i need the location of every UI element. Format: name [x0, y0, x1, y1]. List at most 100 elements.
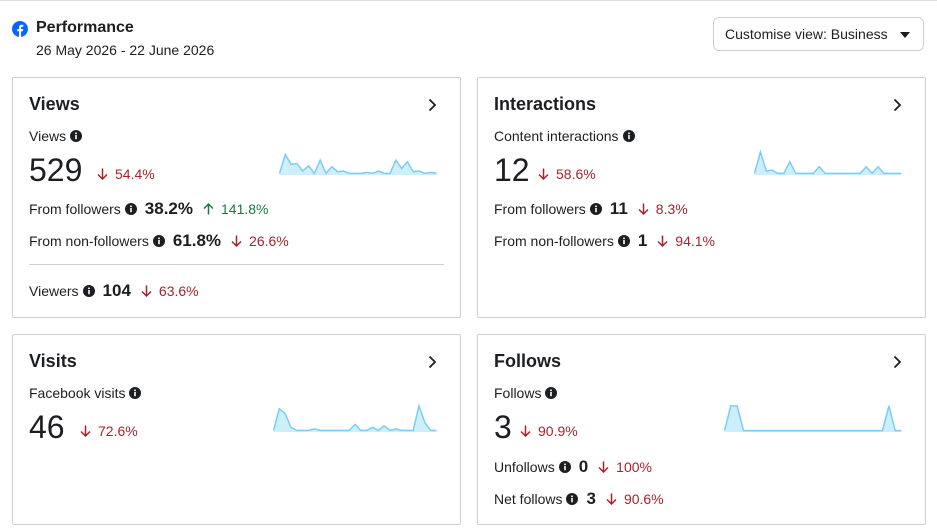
views-from-followers-row: From followers 38.2% 141.8% [29, 199, 268, 219]
visits-card-title: Visits [29, 351, 77, 371]
from-non-followers-label: From non-followers [29, 233, 149, 249]
viewers-change: 63.6% [141, 283, 199, 299]
caret-down-icon [900, 32, 910, 38]
top-divider [0, 0, 937, 1]
sparkline-area [273, 405, 437, 432]
visits-value: 46 [29, 409, 65, 445]
visits-card[interactable]: Visits Facebook visits 46 72.6% [12, 334, 461, 525]
arrow-down-icon [231, 235, 242, 247]
from-non-followers-change-text: 26.6% [249, 233, 289, 249]
from-followers-change: 141.8% [203, 201, 268, 217]
customise-view-dropdown[interactable]: Customise view: Business [713, 17, 924, 51]
info-icon[interactable] [589, 203, 602, 215]
divider [29, 264, 444, 265]
unfollows-row: Unfollows 0 100% [494, 457, 652, 477]
follows-change: 90.9% [520, 423, 578, 439]
info-icon[interactable] [558, 461, 571, 473]
from-non-followers-value: 1 [637, 231, 648, 250]
chevron-right-icon[interactable] [889, 354, 905, 370]
interactions-label-text: Content interactions [494, 128, 619, 144]
viewers-change-text: 63.6% [158, 283, 199, 299]
interactions-metric-label: Content interactions [494, 128, 635, 144]
views-label-text: Views [29, 128, 67, 144]
from-non-followers-value: 61.8% [172, 231, 222, 250]
unfollows-change: 100% [598, 459, 652, 475]
from-followers-change-text: 141.8% [221, 201, 269, 217]
interactions-change: 58.6% [538, 166, 596, 182]
from-followers-change: 8.3% [638, 201, 688, 217]
interactions-card[interactable]: Interactions Content interactions 12 58.… [477, 77, 926, 318]
from-non-followers-change: 94.1% [657, 233, 715, 249]
sparkline-line [279, 152, 437, 175]
arrow-down-icon [606, 493, 617, 505]
arrow-down-icon [638, 203, 649, 215]
sparkline-area [724, 405, 902, 432]
visits-label-text: Facebook visits [29, 385, 126, 401]
views-card[interactable]: Views Views 529 54.4% From followers 38.… [12, 77, 461, 318]
from-followers-label: From followers [494, 201, 586, 217]
chevron-right-icon[interactable] [889, 97, 905, 113]
follows-metric-label: Follows [494, 385, 558, 401]
info-icon[interactable] [70, 130, 83, 142]
follows-label-text: Follows [494, 385, 542, 401]
interactions-change-text: 58.6% [556, 166, 596, 182]
net-follows-change: 90.6% [606, 491, 664, 507]
net-follows-change-text: 90.6% [623, 491, 664, 507]
unfollows-label: Unfollows [494, 459, 555, 475]
date-range: 26 May 2026 - 22 June 2026 [36, 42, 215, 58]
net-follows-label: Net follows [494, 491, 563, 507]
visits-change-text: 72.6% [98, 423, 138, 439]
arrow-down-icon [598, 461, 609, 473]
customise-view-label: Customise view: Business [725, 26, 888, 42]
views-metric-label: Views [29, 128, 83, 144]
follows-change-text: 90.9% [538, 423, 578, 439]
follows-card[interactable]: Follows Follows 3 90.9% Unfollows 0 100%… [477, 334, 926, 525]
info-icon[interactable] [82, 285, 95, 297]
sparkline-line [724, 405, 902, 432]
arrow-down-icon [538, 168, 549, 180]
interactions-value: 12 [494, 152, 530, 188]
arrow-down-icon [97, 168, 108, 180]
views-from-non-followers-row: From non-followers 61.8% 26.6% [29, 231, 289, 251]
sparkline-line [754, 149, 902, 175]
sparkline-area [279, 154, 437, 175]
views-change-text: 54.4% [115, 166, 155, 182]
sparkline-area [754, 151, 902, 175]
info-icon[interactable] [129, 387, 142, 399]
views-value: 529 [29, 152, 83, 188]
interactions-from-non-followers-row: From non-followers 1 94.1% [494, 231, 715, 251]
follows-sparkline [724, 405, 902, 432]
net-follows-row: Net follows 3 90.6% [494, 489, 664, 509]
info-icon[interactable] [545, 387, 558, 399]
from-followers-label: From followers [29, 201, 121, 217]
chevron-right-icon[interactable] [424, 354, 440, 370]
from-non-followers-change-text: 94.1% [675, 233, 715, 249]
unfollows-change-text: 100% [616, 459, 652, 475]
from-followers-change-text: 8.3% [655, 201, 688, 217]
info-icon[interactable] [617, 235, 630, 247]
interactions-card-title: Interactions [494, 94, 597, 114]
info-icon[interactable] [152, 235, 165, 247]
views-card-title: Views [29, 94, 80, 114]
from-followers-value: 38.2% [144, 199, 193, 218]
from-non-followers-label: From non-followers [494, 233, 614, 249]
arrow-down-icon [80, 425, 91, 437]
info-icon[interactable] [566, 493, 579, 505]
arrow-up-icon [203, 203, 214, 215]
viewers-label: Viewers [29, 283, 79, 299]
views-change: 54.4% [97, 166, 155, 182]
info-icon[interactable] [124, 203, 137, 215]
views-sparkline [279, 152, 437, 175]
arrow-down-icon [657, 235, 668, 247]
interactions-from-followers-row: From followers 11 8.3% [494, 199, 688, 219]
chevron-right-icon[interactable] [424, 97, 440, 113]
visits-metric-label: Facebook visits [29, 385, 142, 401]
viewers-row: Viewers 104 63.6% [29, 281, 199, 301]
info-icon[interactable] [622, 130, 635, 142]
visits-sparkline [273, 403, 437, 432]
interactions-sparkline [754, 149, 902, 175]
follows-card-title: Follows [494, 351, 561, 371]
arrow-down-icon [141, 285, 152, 297]
page-title: Performance [36, 19, 134, 36]
follows-value: 3 [494, 409, 512, 445]
